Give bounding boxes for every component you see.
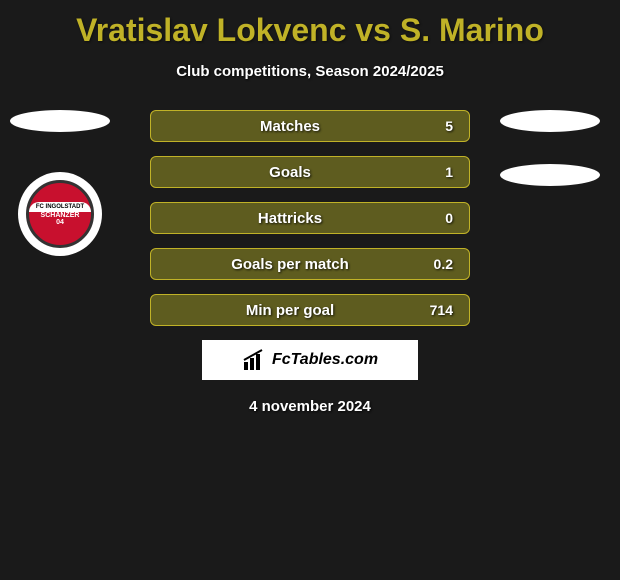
club-badge-right: [500, 164, 600, 186]
club-logo-top-text: FC INGOLSTADT: [29, 202, 91, 212]
subtitle: Club competitions, Season 2024/2025: [0, 63, 620, 80]
stat-label: Min per goal: [167, 302, 413, 319]
stat-value: 0.2: [413, 256, 453, 272]
club-logo-ingolstadt: FC INGOLSTADT SCHANZER 04: [18, 172, 102, 256]
player-badge-left: [10, 110, 110, 132]
brand-logo-box: FcTables.com: [202, 340, 418, 380]
stat-label: Goals per match: [167, 256, 413, 273]
stat-value: 5: [413, 118, 453, 134]
stat-label: Goals: [167, 164, 413, 181]
stats-container: Matches 5 Goals 1 Hattricks 0 Goals per …: [150, 110, 470, 326]
club-logo-mid-text: SCHANZER: [41, 212, 80, 219]
stat-row-min-per-goal: Min per goal 714: [150, 294, 470, 326]
page-title: Vratislav Lokvenc vs S. Marino: [0, 0, 620, 49]
stat-row-hattricks: Hattricks 0: [150, 202, 470, 234]
brand-text: FcTables.com: [272, 351, 378, 369]
stat-label: Hattricks: [167, 210, 413, 227]
left-badges-column: FC INGOLSTADT SCHANZER 04: [10, 110, 110, 256]
stat-row-matches: Matches 5: [150, 110, 470, 142]
content-area: FC INGOLSTADT SCHANZER 04 Matches 5 Goal…: [0, 110, 620, 415]
stat-label: Matches: [167, 118, 413, 135]
player-badge-right: [500, 110, 600, 132]
bars-icon: [242, 348, 266, 372]
club-logo-bot-text: 04: [56, 219, 64, 226]
stat-row-goals-per-match: Goals per match 0.2: [150, 248, 470, 280]
club-logo-inner: FC INGOLSTADT SCHANZER 04: [26, 180, 94, 248]
stat-value: 1: [413, 164, 453, 180]
stat-value: 714: [413, 302, 453, 318]
date-text: 4 november 2024: [0, 398, 620, 415]
stat-value: 0: [413, 210, 453, 226]
stat-row-goals: Goals 1: [150, 156, 470, 188]
right-badges-column: [500, 110, 600, 206]
